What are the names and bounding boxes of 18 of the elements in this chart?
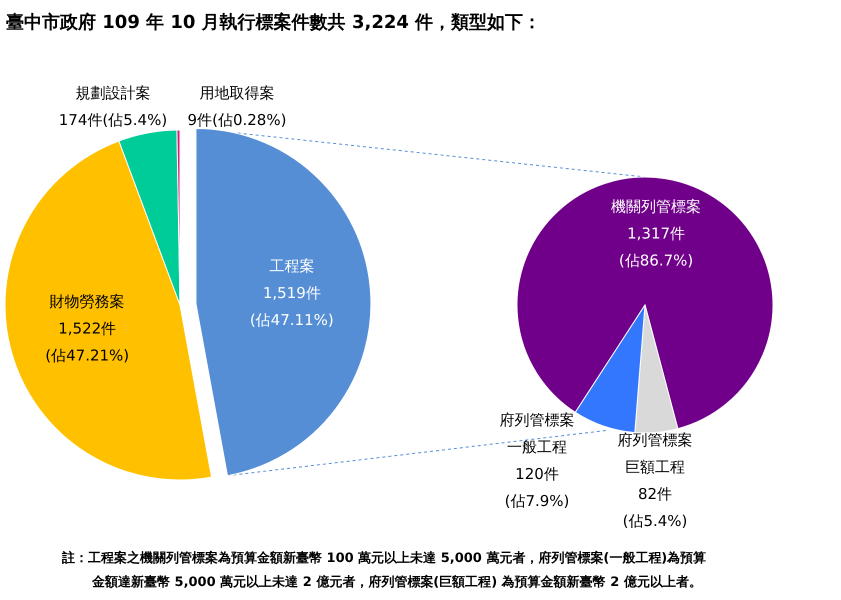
slice-label: 工程案 <box>269 256 314 275</box>
slice-label: 用地取得案 <box>200 84 274 102</box>
data-label: 1,522件 (佔47.21%) <box>45 320 130 365</box>
text: 註：工程案之機關列管標案為預算金額新臺幣 100 萬元以上未達 5,000 萬元者，府列管標案(一般工程)為預算 <box>61 550 706 566</box>
chart-title: 臺中市政府 109 年 10 月執行標案件數共 3,224 件，類型如下： <box>6 12 542 33</box>
data-label: 82件 (佔5.4%) <box>622 485 688 530</box>
pie-slice <box>516 176 774 430</box>
data-label: 174件(佔5.4%) <box>58 111 168 129</box>
slice-label: 府列管標案巨額工程 <box>618 431 692 476</box>
data-label: 120件 (佔7.9%) <box>504 465 570 510</box>
data-label: 1,519件 (佔47.11%) <box>250 284 334 329</box>
slice-label: 府列管標案一般工程 <box>500 411 574 456</box>
slice-label: 規劃設計案 <box>76 84 150 102</box>
slice-label: 機關列管標案 <box>611 197 702 216</box>
data-label: 9件(佔0.28%) <box>188 111 286 129</box>
data-label: 1,317件 (佔86.7%) <box>618 224 694 270</box>
slice-label: 財物勞務案 <box>50 292 125 311</box>
text: 金額達新臺幣 5,000 萬元以上未達 2 億元者，府列管標案(巨額工程) 為預算金額新臺幣 2 億元以上者。 <box>91 574 702 590</box>
